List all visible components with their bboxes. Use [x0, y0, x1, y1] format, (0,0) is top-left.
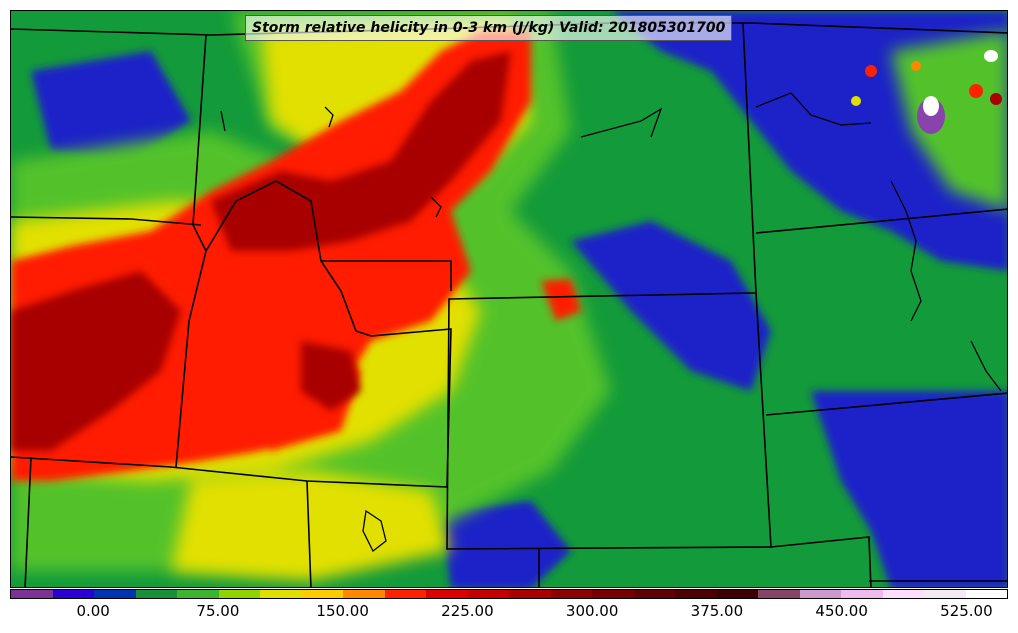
very-high-helicity-areas [11, 51, 511, 451]
region-blue-east [811, 391, 1007, 587]
region-blue-central [571, 221, 771, 391]
colorbar-segment [841, 590, 883, 598]
border-nevada-utah [11, 456, 448, 488]
colorbar-tick-label: 150.00 [316, 602, 369, 620]
colorbar-segment [467, 590, 509, 598]
colorbar-segment [426, 590, 468, 598]
colorbar-segment [52, 590, 94, 598]
colorbar-segment [675, 590, 717, 598]
border-montana-wyoming [321, 260, 452, 291]
colorbar-segment [135, 590, 177, 598]
region-yellow-south [171, 471, 451, 581]
border-sd-ne [755, 208, 1007, 234]
colorbar [10, 589, 1008, 599]
colorbar-segment [94, 590, 136, 598]
cell-red [911, 61, 921, 71]
border-utah-south [306, 480, 312, 587]
river-mississippi [890, 180, 922, 322]
colorbar-tick-label: 0.00 [76, 602, 110, 620]
colorbar-tick-label: 225.00 [441, 602, 494, 620]
colorbar-segment [633, 590, 675, 598]
convective-cells [851, 50, 1002, 134]
cell-red [990, 93, 1002, 105]
border-ks-ok [770, 536, 872, 587]
river-east [970, 340, 1002, 392]
region-red-colorado [541, 279, 581, 321]
region-darkred-idaho [301, 341, 361, 411]
colorbar-segment [177, 590, 219, 598]
colorbar-segment [301, 590, 343, 598]
cell-white [923, 96, 939, 116]
cell-red [865, 65, 877, 77]
colorbar-segment [343, 590, 385, 598]
region-darkred-southwest [11, 271, 181, 451]
region-lightgreen-northeast [891, 31, 1007, 211]
region-blue-northwest [31, 51, 191, 161]
water-features [220, 92, 1002, 552]
map-title: Storm relative helicity in 0-3 km (J/kg)… [245, 15, 733, 41]
border-california [24, 456, 32, 587]
colorbar-segment [965, 590, 1007, 598]
border-wa-or [11, 216, 202, 226]
colorbar-tick-label: 300.00 [565, 602, 619, 620]
colorbar-segment [550, 590, 592, 598]
colorbar-segment [716, 590, 758, 598]
colorbar-tick-label: 525.00 [940, 602, 993, 620]
river-dakota [755, 92, 872, 126]
colorbar-segment [11, 590, 53, 598]
colorbar-segment [799, 590, 841, 598]
helicity-map [11, 11, 1007, 587]
colorbar-tick-label: 75.00 [196, 602, 240, 620]
cell-red [851, 96, 861, 106]
border-dakota [742, 22, 757, 294]
map-frame [10, 10, 1008, 588]
colorbar-segment [260, 590, 302, 598]
region-darkred-north [211, 51, 511, 251]
river-missouri [580, 107, 663, 138]
colorbar-segment [592, 590, 634, 598]
colorbar-segment [758, 590, 800, 598]
colorbar-segment [384, 590, 426, 598]
colorbar-segment [218, 590, 260, 598]
cell-white [984, 50, 998, 62]
colorbar-tick-labels: 0.00 75.00 150.00 225.00 300.00 375.00 450.00 5… [10, 602, 1008, 622]
border-ne-ks [765, 392, 1007, 416]
cell-red [969, 84, 983, 98]
colorbar-segment [924, 590, 966, 598]
lake-flathead [220, 110, 226, 132]
lake-great-salt [362, 509, 387, 552]
lake-mt [324, 106, 334, 128]
border-idaho-montana [205, 180, 372, 337]
colorbar-tick-label: 375.00 [690, 602, 744, 620]
lake-yellowstone [430, 196, 442, 218]
colorbar-tick-label: 450.00 [815, 602, 868, 620]
colorbar-segment [509, 590, 551, 598]
colorbar-segment [882, 590, 924, 598]
